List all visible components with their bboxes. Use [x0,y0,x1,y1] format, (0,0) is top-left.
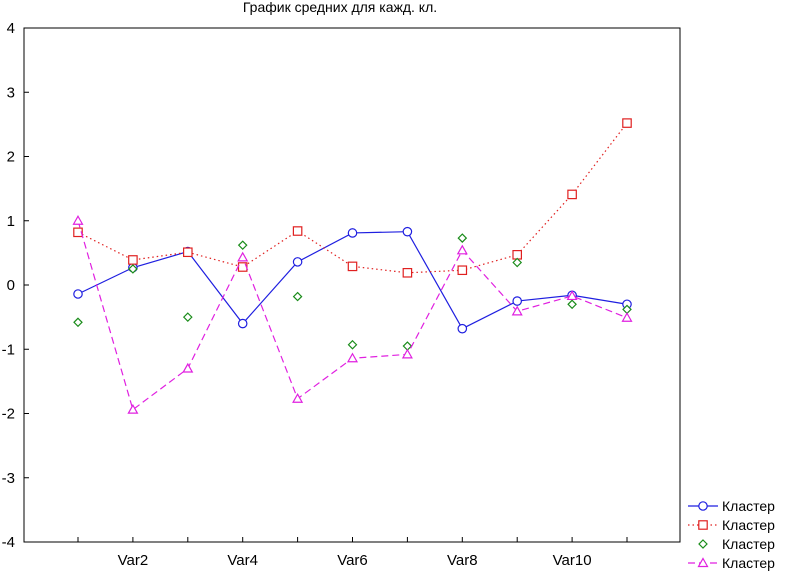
plot-area [23,27,681,543]
legend-label: Кластер [722,498,775,514]
data-point [237,318,248,329]
legend-marker [697,557,709,568]
y-tick-label: 3 [7,84,15,101]
data-point [292,291,303,302]
data-point [567,189,577,200]
data-point [128,264,138,274]
legend-item-4: Кластер [688,555,775,571]
series-3 [73,233,632,351]
series-layer [72,118,633,414]
y-axis: -4 -3 -2 -1 0 1 2 3 4 [2,20,29,551]
data-point [73,317,83,328]
legend-item-3: Кластер [698,536,775,552]
data-point [512,257,523,268]
data-point [457,265,468,276]
legend: Кластер Кластер Кластер Кластер [688,498,775,571]
data-point [622,118,632,128]
data-point [182,312,193,322]
data-point [457,323,468,334]
data-point [457,233,468,243]
x-axis: Var2 Var4 Var6 Var8 Var10 [77,537,628,569]
chart-title: График средних для кажд. кл. [243,0,437,15]
data-point [567,299,577,310]
y-tick-label: -2 [2,406,15,423]
data-point [128,255,138,265]
data-point [347,228,358,238]
data-point [347,261,358,272]
legend-label: Кластер [722,517,775,533]
data-point [402,226,413,237]
data-point [511,305,523,316]
data-point [402,267,413,278]
series-4 [72,215,633,414]
data-point [621,312,633,322]
data-point [183,247,193,258]
data-point [401,348,413,359]
x-tick-label: Var8 [447,552,478,569]
data-point [346,352,359,363]
series-2 [73,118,632,278]
data-point [73,227,83,238]
y-tick-label: 1 [7,213,15,230]
y-tick-label: -4 [2,534,15,551]
data-point [456,244,468,255]
legend-label: Кластер [722,555,775,571]
data-point [512,296,522,306]
y-tick-label: -1 [2,341,15,358]
data-point [72,215,84,225]
y-tick-label: 4 [7,20,15,37]
x-tick-label: Var10 [553,552,592,569]
data-point [127,403,139,414]
data-point [347,339,358,350]
data-point [237,251,249,262]
legend-marker [698,539,708,549]
legend-label: Кластер [722,536,775,552]
data-point [292,392,304,403]
legend-marker [698,501,708,511]
legend-item-1: Кластер [688,498,775,514]
data-point [73,289,83,299]
data-point [237,240,248,251]
data-point [566,290,578,301]
x-tick-label: Var6 [337,552,368,569]
y-tick-label: 2 [7,149,15,166]
data-point [182,362,194,373]
data-point [292,226,303,236]
legend-marker [698,520,708,530]
data-point [292,257,303,267]
legend-item-2: Кластер [688,517,775,533]
x-tick-label: Var2 [118,552,149,569]
y-tick-label: -3 [2,470,15,487]
y-tick-label: 0 [7,277,15,294]
x-tick-label: Var4 [227,552,258,569]
